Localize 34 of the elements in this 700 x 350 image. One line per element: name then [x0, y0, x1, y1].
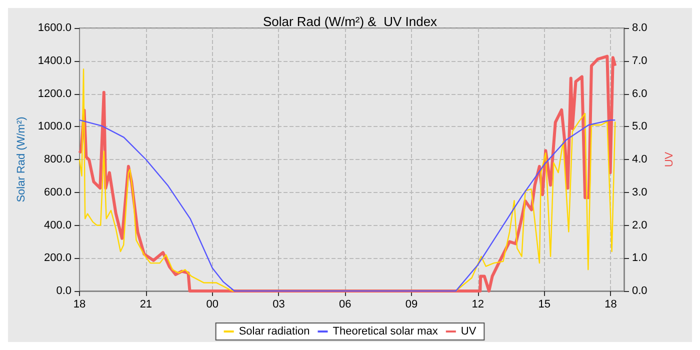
y2-axis-title: UV — [664, 151, 676, 168]
y2-tick-label: 2.0 — [632, 219, 648, 232]
y-tick-label: 400.0 — [44, 219, 72, 232]
y2-tick-label: 7.0 — [632, 54, 648, 67]
y-tick-label: 800.0 — [44, 154, 72, 166]
y-tick-label: 1000.0 — [38, 120, 72, 133]
y2-tick-label: 6.0 — [632, 88, 648, 100]
legend-label: UV — [460, 326, 477, 338]
chart-title: Solar Rad (W/m²) & UV Index — [262, 14, 438, 29]
y2-tick-label: 8.0 — [632, 22, 648, 34]
y-tick-label: 1600.0 — [38, 22, 72, 34]
y-tick-label: 600.0 — [44, 186, 72, 198]
y-tick-label: 1200.0 — [38, 88, 72, 100]
y2-tick-label: 5.0 — [632, 120, 648, 133]
y2-tick-label: 4.0 — [632, 154, 648, 166]
x-tick-label: 00 — [206, 298, 218, 310]
x-tick-label: 12 — [472, 298, 484, 310]
x-tick-label: 15 — [538, 298, 550, 310]
x-tick-label: 18 — [73, 298, 86, 310]
y2-tick-label: 3.0 — [632, 186, 648, 198]
y-tick-label: 200.0 — [44, 252, 72, 264]
x-tick-label: 03 — [272, 298, 285, 310]
y2-tick-label: 1.0 — [632, 252, 648, 264]
legend-label: Theoretical solar max — [332, 326, 438, 338]
x-tick-label: 18 — [604, 298, 617, 310]
line-series — [78, 119, 616, 292]
y2-tick-label: 0.0 — [632, 285, 648, 297]
x-tick-label: 06 — [339, 298, 352, 310]
y-tick-label: 1400.0 — [38, 54, 72, 67]
x-tick-label: 09 — [405, 298, 418, 310]
y-tick-label: 0.0 — [56, 285, 72, 297]
legend-label: Solar radiation — [238, 326, 310, 338]
x-tick-label: 21 — [140, 298, 152, 310]
y-axis-title: Solar Rad (W/m²) — [16, 116, 28, 202]
